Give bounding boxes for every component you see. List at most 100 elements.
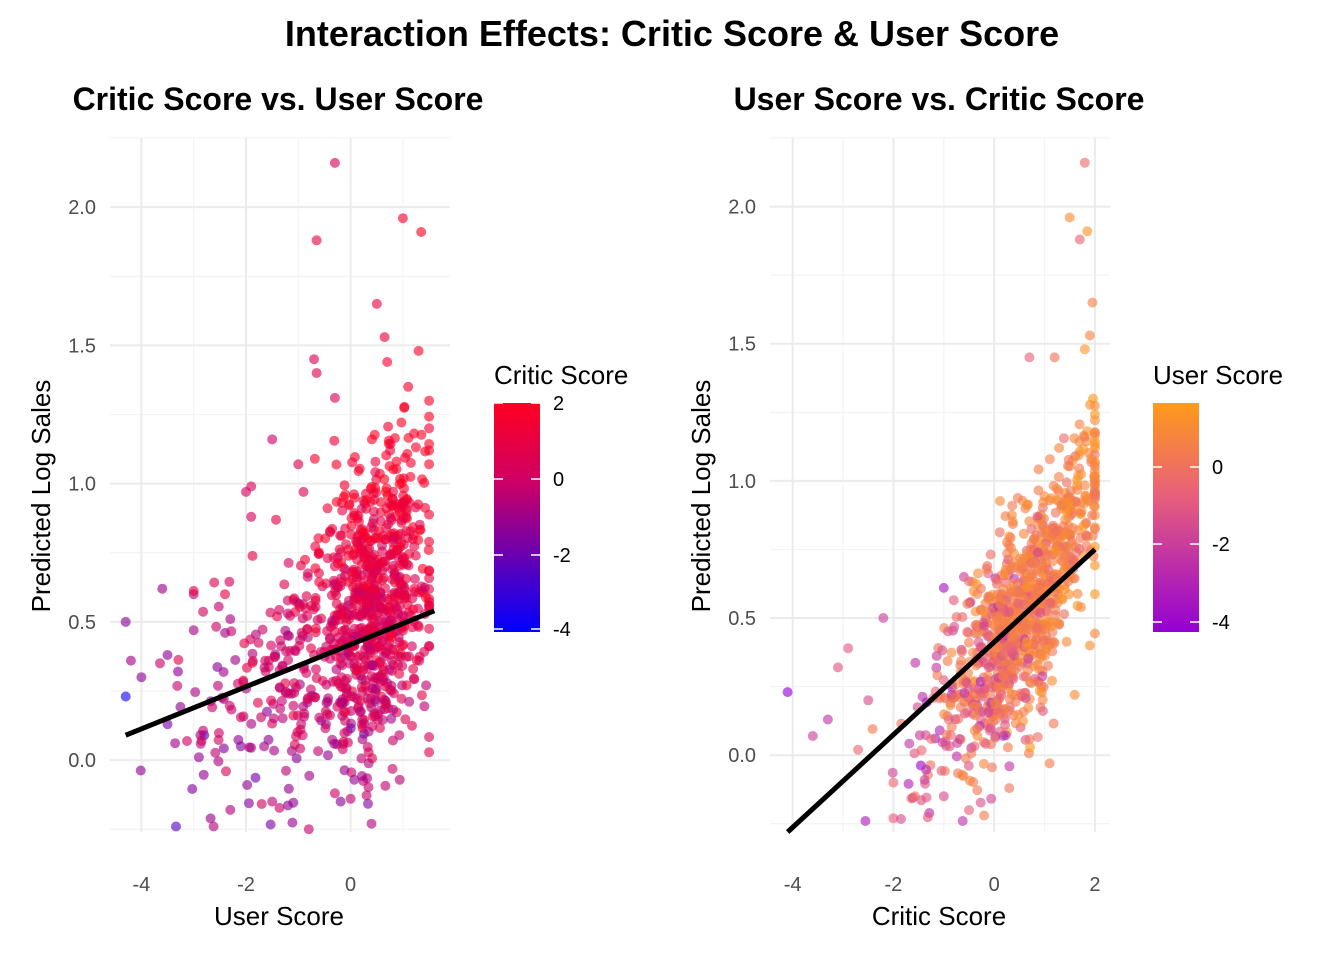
- right-data-point: [1078, 521, 1089, 532]
- right-x-tick-label: 2: [1089, 874, 1100, 896]
- left-data-point: [310, 592, 321, 603]
- left-data-point: [380, 681, 391, 692]
- right-data-point: [931, 662, 942, 673]
- left-data-point: [405, 471, 416, 482]
- left-legend-tick-label: -4: [553, 619, 571, 641]
- right-data-point: [1041, 635, 1052, 646]
- left-data-point: [209, 577, 220, 588]
- left-x-tick-label: 0: [345, 874, 356, 896]
- left-data-point: [382, 357, 393, 367]
- left-data-point: [392, 604, 402, 615]
- right-data-point: [782, 687, 793, 698]
- left-data-point: [396, 515, 407, 526]
- right-data-point: [962, 598, 973, 609]
- right-data-point: [1076, 506, 1087, 517]
- left-data-point: [182, 736, 192, 746]
- left-data-point: [279, 579, 290, 590]
- left-data-point: [282, 800, 293, 811]
- left-data-point: [266, 695, 277, 706]
- left-data-point: [336, 530, 347, 541]
- left-data-point: [340, 707, 351, 717]
- left-data-point: [401, 592, 412, 603]
- right-x-tick-labels: -4 -2 0 2: [784, 874, 1101, 896]
- left-data-point: [213, 601, 224, 612]
- left-data-point: [366, 481, 377, 492]
- left-data-point: [385, 445, 396, 456]
- left-data-point: [397, 661, 408, 671]
- right-data-point: [983, 675, 994, 686]
- right-data-point: [1072, 600, 1083, 611]
- left-data-point: [170, 738, 181, 749]
- left-data-point: [314, 577, 325, 587]
- right-legend-tick-label: -2: [1212, 534, 1230, 556]
- left-data-point: [329, 392, 340, 403]
- left-data-point: [408, 664, 419, 674]
- right-data-point: [1007, 519, 1018, 530]
- left-data-point: [157, 583, 168, 594]
- left-data-point: [323, 750, 333, 761]
- left-data-point: [384, 664, 395, 675]
- left-data-point: [246, 742, 257, 753]
- left-data-point: [371, 298, 382, 309]
- left-data-point: [218, 743, 229, 754]
- left-data-point: [369, 708, 380, 719]
- right-data-point: [949, 692, 960, 703]
- left-data-point: [332, 558, 343, 569]
- right-y-axis-title: Predicted Log Sales: [686, 380, 716, 613]
- right-legend: User Score 0 -2 -4: [1153, 360, 1283, 634]
- left-data-point: [316, 715, 327, 726]
- left-data-point: [289, 678, 300, 689]
- left-data-point: [286, 746, 297, 756]
- right-data-point: [1018, 707, 1029, 717]
- left-data-point: [423, 545, 434, 555]
- left-data-point: [352, 664, 363, 675]
- left-data-point: [415, 524, 426, 535]
- left-data-point: [411, 655, 422, 666]
- right-data-point: [1089, 479, 1100, 490]
- left-data-point: [332, 582, 343, 593]
- left-data-point: [246, 718, 257, 729]
- left-data-point: [381, 522, 392, 533]
- right-data-point: [1061, 477, 1072, 488]
- left-data-point: [337, 505, 348, 516]
- left-data-point: [396, 417, 407, 428]
- left-data-point: [337, 697, 348, 708]
- left-data-point: [379, 332, 390, 343]
- left-data-point: [357, 570, 367, 581]
- left-y-tick-label: 1.0: [68, 474, 96, 496]
- right-data-point: [1024, 734, 1035, 745]
- right-data-point: [1041, 549, 1052, 560]
- left-data-point: [211, 621, 222, 632]
- left-data-point: [403, 533, 413, 544]
- right-y-tick-label: 0.0: [728, 745, 756, 767]
- left-data-point: [241, 486, 251, 497]
- left-data-point: [356, 753, 367, 764]
- right-data-point: [972, 589, 983, 599]
- right-data-point: [1049, 638, 1060, 649]
- right-data-point: [1058, 521, 1069, 532]
- right-data-point: [1054, 443, 1065, 453]
- right-data-point: [985, 549, 996, 560]
- left-data-point: [295, 635, 305, 645]
- right-data-point: [1088, 393, 1098, 404]
- left-data-point: [208, 821, 219, 832]
- left-data-point: [361, 790, 372, 801]
- right-y-tick-label: 2.0: [728, 197, 756, 219]
- right-data-point: [1018, 625, 1029, 636]
- left-data-point: [417, 563, 428, 574]
- right-data-point: [904, 738, 915, 749]
- left-y-tick-label: 1.5: [68, 335, 96, 357]
- right-data-point: [1033, 464, 1044, 475]
- right-data-point: [1072, 588, 1083, 599]
- left-data-point: [355, 610, 366, 621]
- left-data-point: [424, 395, 435, 406]
- right-data-point: [1037, 671, 1048, 682]
- left-legend-tick-label: 2: [553, 393, 564, 415]
- left-data-point: [383, 703, 394, 714]
- left-data-point: [295, 560, 306, 571]
- panel-right-title: User Score vs. Critic Score: [734, 81, 1145, 117]
- left-data-point: [339, 480, 350, 491]
- right-data-point: [972, 723, 983, 734]
- left-data-point: [322, 553, 333, 564]
- left-data-point: [311, 368, 322, 378]
